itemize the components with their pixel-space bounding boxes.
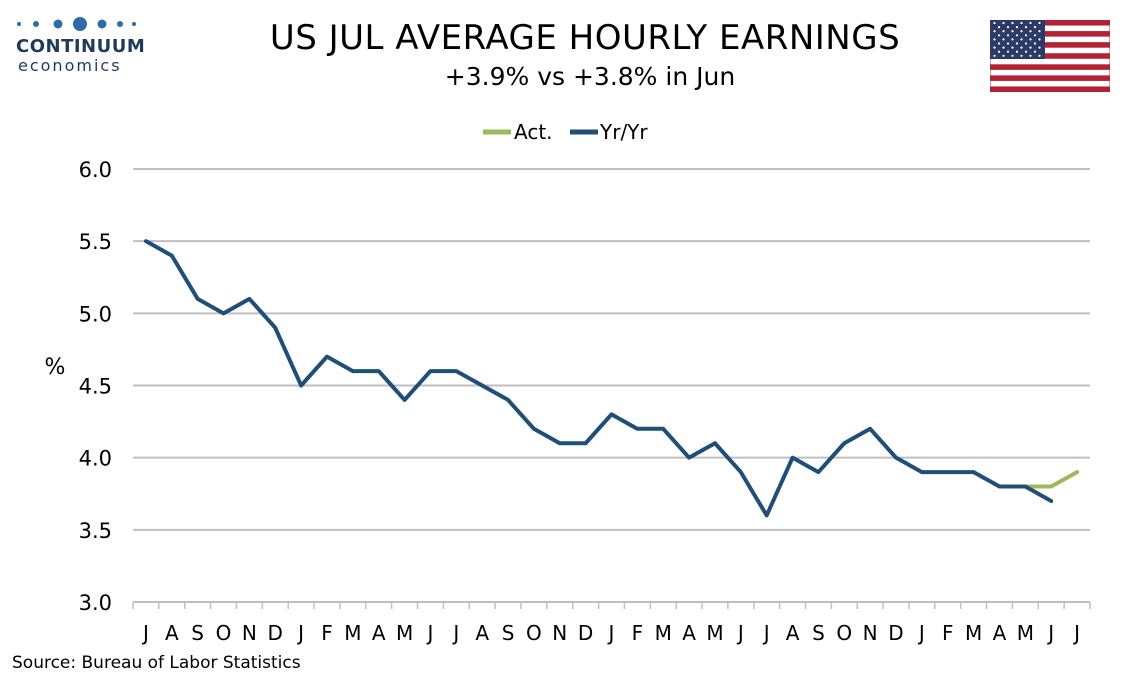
x-tick-label: J: [736, 621, 744, 645]
x-tick-label: N: [242, 621, 257, 645]
x-tick-label: J: [607, 621, 615, 645]
x-tick-label: M: [706, 621, 723, 645]
x-tick-label: J: [141, 621, 149, 645]
chart-title: US JUL AVERAGE HOURLY EARNINGS: [269, 18, 901, 58]
series-line-act: [1023, 470, 1080, 489]
x-tick-label: A: [786, 621, 800, 645]
x-tick-label: N: [863, 621, 878, 645]
series-line-yr-yr: [143, 239, 1054, 518]
x-tick-label: F: [942, 621, 954, 645]
x-tick-label: N: [552, 621, 567, 645]
x-tick-label: D: [578, 621, 593, 645]
x-tick-label: J: [296, 621, 304, 645]
legend-label: Act.: [514, 120, 553, 144]
x-tick-label: F: [632, 621, 644, 645]
chart-subtitle: +3.9% vs +3.8% in Jun: [444, 62, 736, 91]
y-tick-label: 6.0: [79, 158, 112, 182]
x-tick-label: D: [268, 621, 283, 645]
x-tick-label: O: [526, 621, 542, 645]
y-tick-label: 5.0: [79, 302, 112, 326]
x-tick-label: A: [993, 621, 1007, 645]
x-tick-label: M: [344, 621, 361, 645]
x-tick-label: M: [965, 621, 982, 645]
x-tick-label: S: [502, 621, 515, 645]
y-tick-label: 3.5: [79, 519, 112, 543]
legend-label: Yr/Yr: [599, 120, 648, 144]
x-tick-label: S: [191, 621, 204, 645]
y-tick-label: 4.0: [79, 447, 112, 471]
x-tick-label: J: [1072, 621, 1080, 645]
x-tick-label: D: [888, 621, 903, 645]
x-tick-label: M: [1017, 621, 1034, 645]
x-tick-label: J: [917, 621, 925, 645]
x-tick-label: S: [812, 621, 825, 645]
x-tick-label: O: [836, 621, 852, 645]
x-tick-label: O: [216, 621, 232, 645]
x-tick-label: A: [165, 621, 179, 645]
x-tick-label: J: [425, 621, 433, 645]
logo-dots-icon: [17, 17, 136, 31]
continuum-logo: CONTINUUM economics: [10, 14, 145, 78]
x-tick-label: F: [321, 621, 333, 645]
x-tick-label: A: [475, 621, 489, 645]
x-tick-label: M: [655, 621, 672, 645]
logo-wordmark: CONTINUUM: [16, 36, 146, 57]
us-flag-icon: [990, 20, 1110, 92]
x-tick-label: M: [396, 621, 413, 645]
y-tick-label: 5.5: [79, 230, 112, 254]
x-tick-label: J: [451, 621, 459, 645]
x-tick-label: A: [682, 621, 696, 645]
x-tick-label: J: [1046, 621, 1054, 645]
source-note: Source: Bureau of Labor Statistics: [12, 653, 301, 673]
y-tick-label: 3.0: [79, 591, 112, 615]
x-tick-label: J: [762, 621, 770, 645]
y-tick-label: 4.5: [79, 375, 112, 399]
logo-subtext: economics: [18, 56, 122, 75]
y-axis-label: %: [45, 355, 66, 380]
x-tick-label: A: [372, 621, 386, 645]
